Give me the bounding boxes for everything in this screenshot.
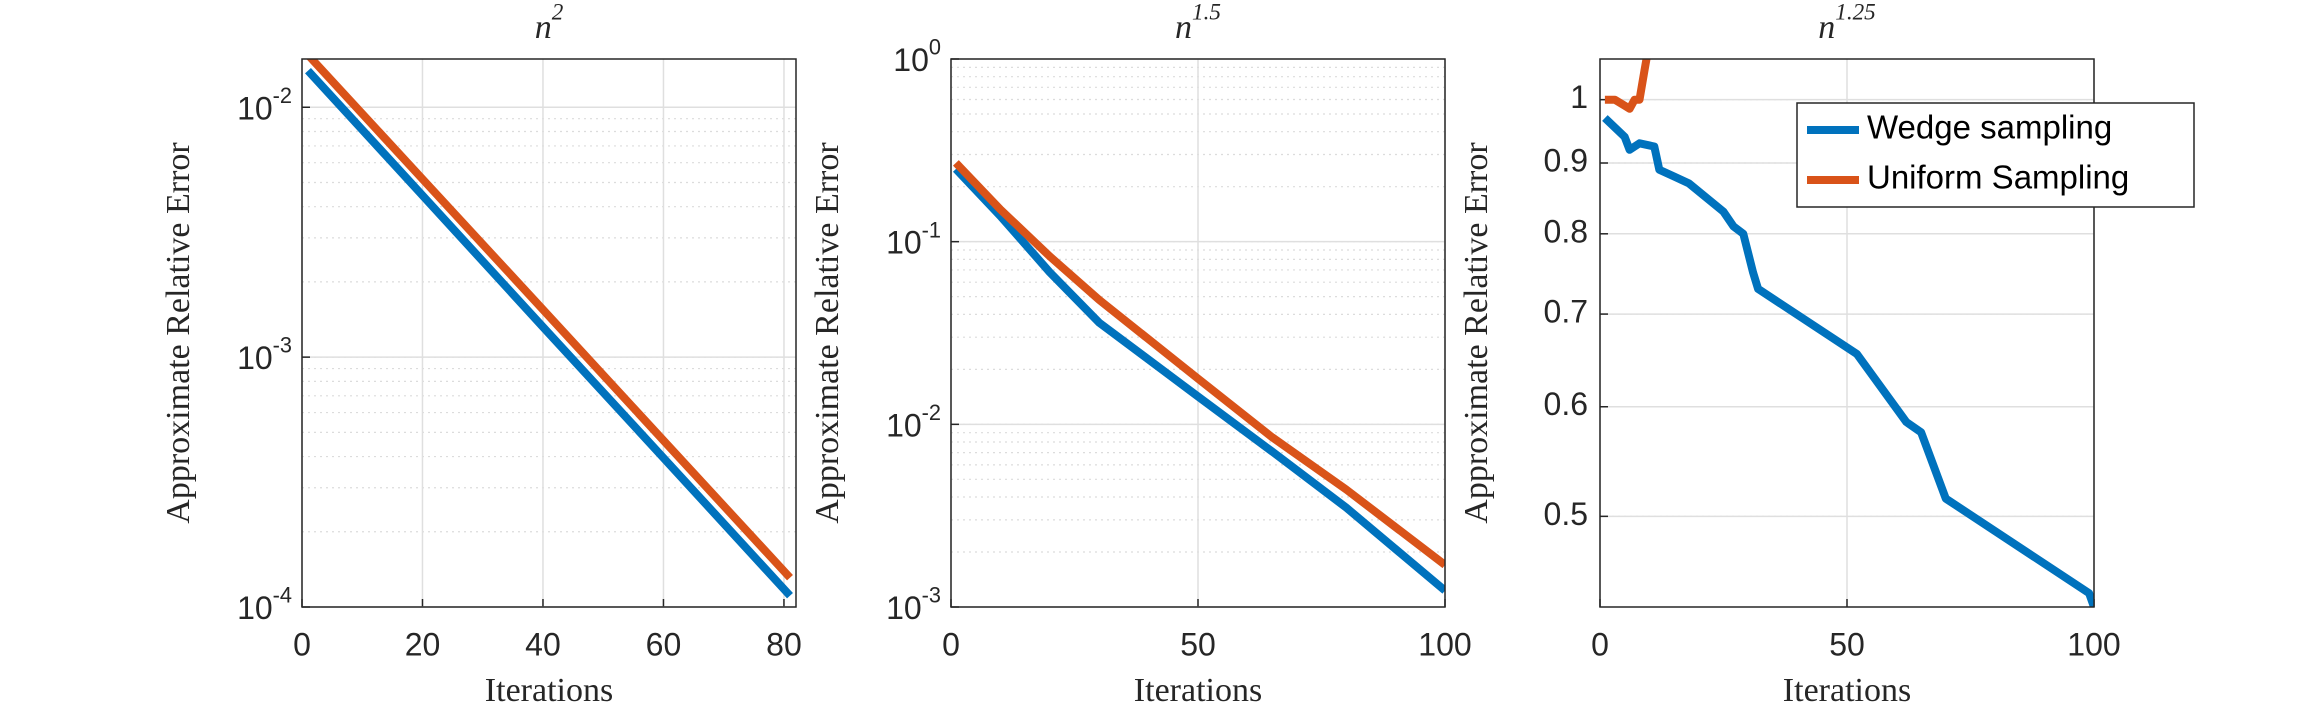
legend-label: Wedge sampling — [1867, 109, 2112, 146]
chart-title: n1.25 — [1818, 0, 1875, 46]
x-tick-label: 20 — [405, 626, 441, 662]
x-tick-label: 60 — [646, 626, 682, 662]
y-tick-label: 10-1 — [886, 217, 941, 261]
chart-title-base: n — [1818, 9, 1835, 46]
x-axis-label: Iterations — [1783, 672, 1911, 709]
axes-box — [1599, 58, 2095, 608]
y-tick-label-base: 10 — [886, 408, 922, 444]
y-tick-label-exponent: -2 — [922, 400, 941, 425]
series-line — [305, 67, 793, 599]
y-tick-label: 0.6 — [1544, 386, 1588, 422]
y-tick-label: 100 — [893, 34, 941, 78]
chart-title-exponent: 1.5 — [1192, 0, 1221, 26]
y-tick-label-base: 10 — [886, 225, 922, 261]
y-tick-label: 0.5 — [1544, 496, 1588, 532]
y-tick-label-exponent: -3 — [273, 332, 292, 357]
y-tick-label: 0.7 — [1544, 294, 1588, 330]
legend-box — [1796, 102, 2195, 208]
y-tick-label: 10-2 — [886, 400, 941, 444]
y-tick-label-base: 10 — [237, 341, 273, 377]
axes-box — [301, 58, 797, 608]
x-tick-label: 0 — [1591, 626, 1609, 662]
y-axis-label: Approximate Relative Error — [160, 142, 197, 524]
y-tick-label: 1 — [1570, 79, 1588, 115]
chart-title-exponent: 2 — [552, 0, 564, 26]
chart-title-base: n — [1175, 9, 1192, 46]
y-tick-label-base: 10 — [886, 590, 922, 626]
x-axis-label: Iterations — [485, 672, 613, 709]
axes-box — [950, 58, 1446, 608]
x-tick-label: 100 — [2067, 626, 2120, 662]
y-tick-label-exponent: -3 — [922, 582, 941, 607]
y-tick-label-exponent: -2 — [273, 83, 292, 108]
chart-title: n1.5 — [1175, 0, 1221, 46]
series-line — [1602, 115, 2094, 607]
y-tick-label-exponent: -4 — [273, 582, 292, 607]
y-tick-label: 10-3 — [237, 332, 292, 376]
series-line — [952, 166, 1445, 594]
x-tick-label: 50 — [1829, 626, 1865, 662]
chart-title-exponent: 1.25 — [1835, 0, 1875, 26]
x-tick-label: 0 — [293, 626, 311, 662]
series-line — [1604, 59, 1651, 113]
y-tick-label-exponent: -1 — [922, 217, 941, 242]
x-tick-label: 100 — [1418, 626, 1471, 662]
series-line — [953, 160, 1445, 569]
chart-title-base: n — [535, 9, 552, 46]
y-axis-label: Approximate Relative Error — [1458, 142, 1495, 524]
series-line — [306, 59, 793, 581]
x-tick-label: 40 — [525, 626, 561, 662]
x-axis-label: Iterations — [1134, 672, 1262, 709]
y-tick-label-base: 10 — [237, 91, 273, 127]
chart-title: n2 — [535, 0, 564, 46]
y-tick-label: 10-3 — [886, 582, 941, 626]
x-tick-label: 50 — [1180, 626, 1216, 662]
y-tick-label: 10-2 — [237, 83, 292, 127]
axes: 0 50 100 — [942, 58, 1472, 662]
axes: 0 20 40 60 80 — [293, 59, 802, 662]
y-tick-label-base: 10 — [237, 590, 273, 626]
y-tick-label: 0.8 — [1544, 213, 1588, 249]
legend-label: Uniform Sampling — [1867, 159, 2129, 196]
x-tick-label: 0 — [942, 626, 960, 662]
x-tick-label: 80 — [766, 626, 802, 662]
y-tick-label: 10-4 — [237, 582, 292, 626]
y-tick-label-base: 10 — [893, 42, 929, 78]
y-tick-label-exponent: 0 — [929, 34, 941, 59]
y-axis-label: Approximate Relative Error — [809, 142, 846, 524]
y-tick-label: 0.9 — [1544, 142, 1588, 178]
